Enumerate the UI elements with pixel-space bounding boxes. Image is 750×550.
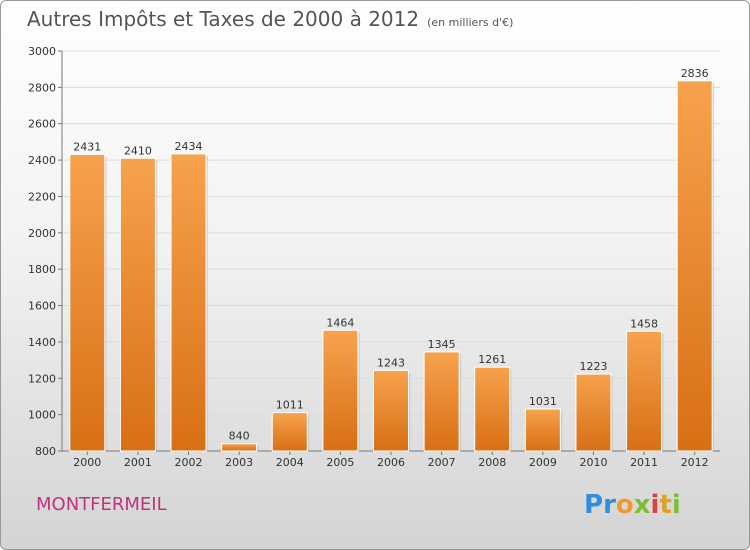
data-label: 1243 (377, 356, 405, 369)
y-tick-label: 3000 (28, 45, 56, 58)
data-label: 2431 (73, 140, 101, 153)
place-name: MONTFERMEIL (36, 494, 167, 515)
data-label: 1223 (579, 360, 607, 373)
y-tick-label: 1600 (28, 300, 56, 313)
bar (322, 329, 359, 452)
chart-unit: (en milliers d'€) (427, 16, 514, 29)
bar (69, 153, 106, 452)
chart-title-text: Autres Impôts et Taxes de 2000 à 2012 (27, 7, 420, 31)
logo-letter: t (659, 490, 672, 520)
y-tick-label: 2000 (28, 227, 56, 240)
data-label: 840 (229, 430, 250, 443)
y-tick-label: 800 (35, 445, 56, 458)
x-tick-label: 2007 (428, 456, 456, 469)
bar (524, 408, 561, 452)
bar (575, 373, 612, 452)
data-label: 1458 (630, 317, 658, 330)
logo-letter: i (650, 490, 660, 520)
chart-title: Autres Impôts et Taxes de 2000 à 2012 (en… (27, 7, 513, 31)
x-tick-label: 2011 (630, 456, 658, 469)
logo-letter: x (633, 490, 651, 520)
bar-layer (69, 80, 715, 452)
bar (676, 80, 713, 452)
x-tick-label: 2010 (579, 456, 607, 469)
logo-letter: i (671, 490, 681, 520)
bar (474, 366, 511, 452)
data-label: 2434 (175, 140, 203, 153)
x-tick-label: 2000 (73, 456, 101, 469)
data-label: 1261 (478, 353, 506, 366)
data-label: 2410 (124, 144, 152, 157)
y-tick-label: 1400 (28, 336, 56, 349)
x-tick-label: 2009 (529, 456, 557, 469)
y-tick-label: 2200 (28, 190, 56, 203)
x-tick-label: 2001 (124, 456, 152, 469)
y-tick-label: 1000 (28, 409, 56, 422)
bar (626, 330, 663, 452)
bar (170, 153, 207, 452)
x-tick-label: 2006 (377, 456, 405, 469)
bar (119, 157, 156, 452)
logo-letter: o (615, 490, 634, 520)
bar (271, 412, 308, 452)
x-tick-label: 2003 (225, 456, 253, 469)
data-label: 1464 (326, 316, 354, 329)
bar (423, 351, 460, 452)
x-tick-label: 2002 (175, 456, 203, 469)
y-tick-label: 2600 (28, 118, 56, 131)
y-tick-label: 1800 (28, 263, 56, 276)
data-label: 2836 (681, 67, 709, 80)
x-tick-label: 2012 (681, 456, 709, 469)
x-tick-label: 2008 (478, 456, 506, 469)
data-label: 1011 (276, 399, 304, 412)
label-layer: 2431 2410 2434 840 1011 1464 1243 1345 1261 1031 1… (73, 67, 708, 443)
y-tick-label: 2800 (28, 81, 56, 94)
x-tick-label: 2004 (276, 456, 304, 469)
bar (221, 443, 258, 452)
data-label: 1345 (428, 338, 456, 351)
y-tick-label: 2400 (28, 154, 56, 167)
bar (373, 369, 409, 452)
y-tick-label: 1200 (28, 372, 56, 385)
x-tick-label: 2005 (326, 456, 354, 469)
proxiti-logo[interactable]: Proxiti (584, 490, 681, 520)
logo-letter: r (603, 490, 616, 520)
data-label: 1031 (529, 395, 557, 408)
logo-letter: P (584, 490, 604, 520)
